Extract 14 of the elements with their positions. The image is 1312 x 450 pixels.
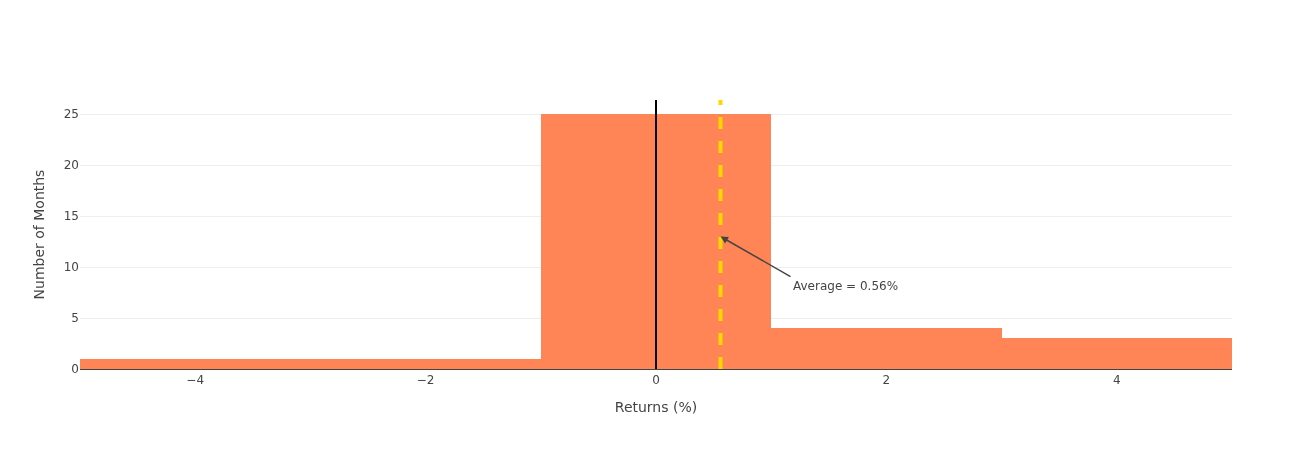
x-tick-label: −2 <box>416 373 435 388</box>
y-tick-label: 0 <box>71 362 79 377</box>
y-tick-label: 15 <box>63 209 79 224</box>
annotation: Average = 0.56% <box>793 279 899 293</box>
y-tick-label: 10 <box>63 260 79 275</box>
x-tick-label: 4 <box>1112 373 1121 388</box>
y-tick-label: 20 <box>63 158 79 173</box>
y-tick-label: 5 <box>71 311 79 326</box>
x-tick-label: −4 <box>186 373 205 388</box>
y-tick-label: 25 <box>63 107 79 122</box>
x-axis-title: Returns (%) <box>614 398 698 415</box>
y-axis-title: Number of Months <box>31 169 48 300</box>
x-tick-label: 2 <box>882 373 891 388</box>
x-tick-label: 0 <box>652 373 660 388</box>
